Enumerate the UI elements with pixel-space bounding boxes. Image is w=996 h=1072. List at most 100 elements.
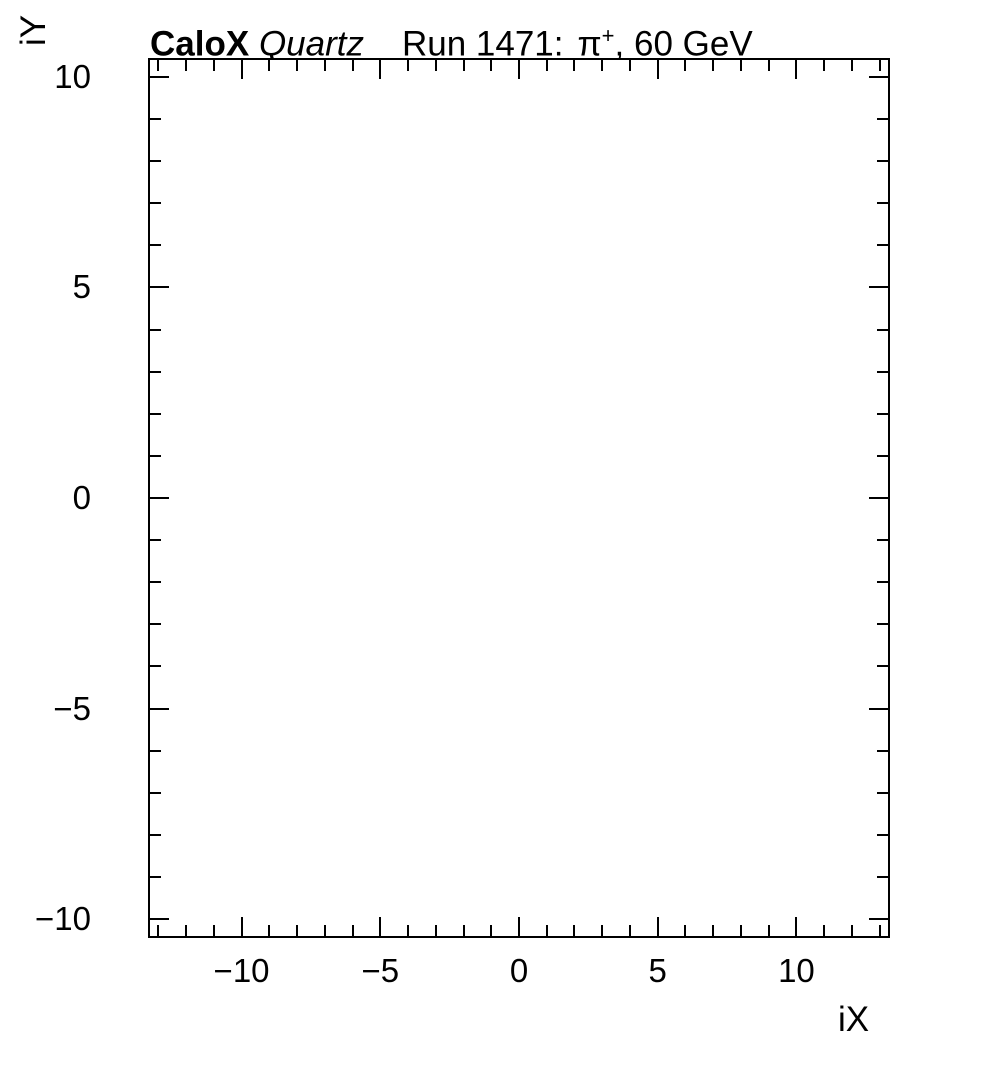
y-tick-right--1 bbox=[877, 539, 888, 542]
x-tick--6 bbox=[351, 925, 354, 936]
x-tick--2 bbox=[462, 925, 465, 936]
title-experiment: CaloX bbox=[150, 24, 250, 64]
x-tick-label: 5 bbox=[648, 952, 667, 989]
y-tick--10 bbox=[150, 918, 169, 921]
y-tick--1 bbox=[150, 539, 161, 542]
y-tick-right-9 bbox=[877, 117, 888, 120]
y-tick-label: 5 bbox=[72, 268, 91, 306]
x-tick-top-6 bbox=[684, 60, 687, 71]
y-tick-right-4 bbox=[877, 328, 888, 331]
y-tick-10 bbox=[150, 75, 169, 78]
y-tick-label: 0 bbox=[72, 479, 91, 516]
x-tick-top-2 bbox=[573, 60, 576, 71]
x-tick--4 bbox=[407, 925, 410, 936]
x-tick--13 bbox=[157, 925, 160, 936]
plot-title: CaloX Quartz Run 1471: π+, 60 GeV bbox=[150, 14, 890, 64]
x-tick-top-13 bbox=[878, 60, 881, 71]
y-tick-9 bbox=[150, 117, 161, 120]
y-tick--9 bbox=[150, 876, 161, 879]
y-tick-7 bbox=[150, 202, 161, 205]
x-tick-8 bbox=[739, 925, 742, 936]
y-tick-right--8 bbox=[877, 833, 888, 836]
y-tick--7 bbox=[150, 791, 161, 794]
y-tick--6 bbox=[150, 749, 161, 752]
y-tick-right-8 bbox=[877, 160, 888, 163]
x-tick-top--1 bbox=[490, 60, 493, 71]
x-tick-10 bbox=[795, 917, 798, 936]
x-tick-top--8 bbox=[296, 60, 299, 71]
x-tick-top--7 bbox=[323, 60, 326, 71]
y-tick-label: 10 bbox=[54, 57, 91, 95]
x-tick-top-4 bbox=[628, 60, 631, 71]
y-tick-right-0 bbox=[869, 497, 888, 499]
y-axis-title: iY bbox=[14, 14, 53, 46]
y-tick-right--3 bbox=[877, 623, 888, 626]
y-tick--3 bbox=[150, 623, 161, 626]
axis-frame bbox=[148, 58, 890, 938]
x-tick-3 bbox=[601, 925, 604, 936]
x-tick-7 bbox=[712, 925, 715, 936]
y-tick-label: −5 bbox=[53, 689, 91, 727]
y-tick-right--2 bbox=[877, 581, 888, 584]
x-tick-12 bbox=[850, 925, 853, 936]
x-tick--1 bbox=[490, 925, 493, 936]
y-tick--8 bbox=[150, 833, 161, 836]
x-axis-title: iX bbox=[838, 1000, 870, 1039]
x-tick-top-7 bbox=[712, 60, 715, 71]
x-tick-13 bbox=[878, 925, 881, 936]
y-tick-right--7 bbox=[877, 791, 888, 794]
x-tick-top--6 bbox=[351, 60, 354, 71]
y-tick-8 bbox=[150, 160, 161, 163]
y-tick-right-3 bbox=[877, 370, 888, 373]
x-tick-label: −10 bbox=[213, 952, 270, 989]
x-tick--3 bbox=[434, 925, 437, 936]
x-tick-top--10 bbox=[240, 60, 243, 79]
x-tick-top-8 bbox=[739, 60, 742, 71]
x-tick--9 bbox=[268, 925, 271, 936]
x-tick-top--3 bbox=[434, 60, 437, 71]
y-tick--5 bbox=[150, 707, 169, 710]
y-tick-3 bbox=[150, 370, 161, 373]
x-tick-top-1 bbox=[545, 60, 548, 71]
y-tick-5 bbox=[150, 286, 169, 289]
x-tick-top-3 bbox=[601, 60, 604, 71]
x-tick-11 bbox=[823, 925, 826, 936]
title-particle: π bbox=[577, 24, 602, 64]
x-tick-top--12 bbox=[185, 60, 188, 71]
x-tick-top--2 bbox=[462, 60, 465, 71]
x-tick-5 bbox=[656, 917, 659, 936]
x-tick--5 bbox=[379, 917, 382, 936]
y-tick-right-6 bbox=[877, 244, 888, 247]
x-tick-top-11 bbox=[823, 60, 826, 71]
x-tick-top--13 bbox=[157, 60, 160, 71]
y-tick--4 bbox=[150, 665, 161, 668]
x-tick-top--5 bbox=[379, 60, 382, 79]
x-tick-top-12 bbox=[850, 60, 853, 71]
x-tick-6 bbox=[684, 925, 687, 936]
y-tick-right--6 bbox=[877, 749, 888, 752]
y-tick-right--4 bbox=[877, 665, 888, 668]
x-tick-label: 10 bbox=[778, 952, 815, 989]
x-tick-top-5 bbox=[656, 60, 659, 79]
y-tick-right-10 bbox=[869, 75, 888, 78]
x-tick-label: −5 bbox=[361, 952, 400, 989]
y-tick-right-1 bbox=[877, 454, 888, 457]
y-tick--2 bbox=[150, 581, 161, 584]
y-tick-right--9 bbox=[877, 876, 888, 879]
x-tick-2 bbox=[573, 925, 576, 936]
x-tick-0 bbox=[518, 917, 520, 936]
x-tick--8 bbox=[296, 925, 299, 936]
x-tick-top-10 bbox=[795, 60, 798, 79]
x-tick--12 bbox=[185, 925, 188, 936]
y-tick-right--10 bbox=[869, 918, 888, 921]
x-tick-label: 0 bbox=[509, 952, 529, 989]
title-run: Run 1471: bbox=[401, 24, 564, 64]
x-tick--7 bbox=[323, 925, 326, 936]
y-tick-0 bbox=[150, 497, 169, 499]
x-tick-top-0 bbox=[518, 60, 520, 79]
x-tick-9 bbox=[767, 925, 770, 936]
x-tick--11 bbox=[212, 925, 215, 936]
y-tick-label: −10 bbox=[35, 900, 91, 938]
title-charge: + bbox=[601, 23, 615, 48]
